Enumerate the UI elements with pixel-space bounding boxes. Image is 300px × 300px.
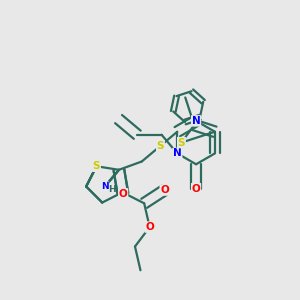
Text: O: O bbox=[160, 185, 169, 195]
Text: O: O bbox=[119, 189, 128, 199]
Text: N: N bbox=[192, 116, 200, 126]
Text: O: O bbox=[145, 222, 154, 232]
Text: O: O bbox=[192, 184, 200, 194]
Text: S: S bbox=[93, 161, 100, 171]
Text: S: S bbox=[178, 138, 185, 148]
Text: H: H bbox=[108, 185, 116, 194]
Text: N: N bbox=[173, 148, 182, 158]
Text: N: N bbox=[101, 182, 109, 191]
Text: S: S bbox=[157, 141, 164, 151]
